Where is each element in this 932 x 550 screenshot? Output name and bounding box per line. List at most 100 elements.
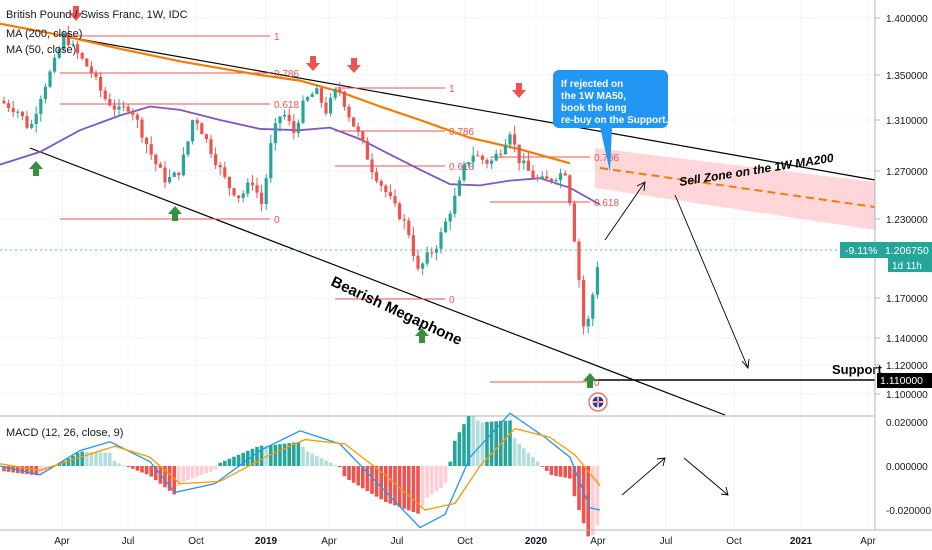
macd-hist-bar — [365, 466, 370, 492]
time-tick-label: Apr — [860, 536, 876, 547]
macd-hist-bar — [310, 453, 314, 466]
buy-arrow-icon — [415, 328, 429, 343]
macd-hist-bar — [535, 461, 540, 466]
candle-body — [494, 153, 498, 161]
ma50-legend[interactable]: MA (50, close) — [6, 44, 76, 56]
macd-hist-bar — [333, 464, 337, 466]
macd-hist-bar — [471, 416, 475, 466]
price-tick-label: 1.170000 — [886, 294, 928, 305]
candle-body — [467, 162, 471, 165]
macd-hist-bar — [338, 466, 342, 468]
macd-tick-label: 0.020000 — [886, 418, 928, 429]
macd-arrow-down — [683, 457, 729, 496]
time-tick-label: Oct — [188, 536, 204, 547]
candle-body — [352, 117, 356, 127]
time-axis[interactable]: Apr Jul Oct 2019 Apr Jul Oct 2020 Apr Jul Oct 2021 A… — [54, 536, 876, 547]
fib-level-label: 0 — [594, 378, 600, 389]
price-tick-label: 1.270000 — [886, 167, 928, 178]
macd-hist-bar — [213, 466, 218, 470]
macd-hist-bar — [430, 466, 434, 495]
macd-hist-bar — [259, 445, 264, 466]
candle-body — [117, 106, 121, 110]
candle-body — [149, 144, 153, 155]
macd-hist-bar — [512, 438, 517, 466]
macd-hist-bar — [282, 443, 287, 466]
candle-body — [246, 182, 250, 194]
macd-hist-bar — [25, 466, 29, 475]
callout-line-4: re-buy on the Support. — [561, 115, 668, 126]
time-tick-label: 2020 — [525, 536, 548, 547]
candle-body — [112, 105, 116, 110]
macd-hist-bar — [324, 460, 328, 466]
macd-hist-bar — [448, 461, 452, 466]
macd-hist-bar — [163, 466, 167, 488]
candle-body — [140, 119, 144, 138]
candle-body — [158, 164, 162, 168]
candle-body — [103, 90, 107, 100]
candle-body — [2, 100, 6, 104]
candle-body — [250, 182, 254, 186]
candle-body — [448, 213, 452, 222]
macd-hist-bar — [522, 448, 526, 466]
fib-level-label: 0.786 — [449, 127, 474, 138]
macd-hist-bar — [34, 466, 38, 476]
candle-body — [30, 123, 34, 128]
macd-hist-bar — [269, 445, 273, 466]
candle-body — [572, 203, 576, 242]
candle-body — [434, 248, 438, 253]
macd-hist-bar — [379, 466, 383, 500]
macd-hist-bar — [94, 452, 98, 466]
candle-body — [499, 153, 503, 155]
time-tick-label: 2021 — [790, 536, 813, 547]
candle-body — [57, 48, 61, 58]
chart-title: British Pound / Swiss Franc, 1W, IDC — [6, 9, 188, 21]
ma200-legend[interactable]: MA (200, close) — [6, 28, 82, 40]
macd-hist-bar — [540, 466, 544, 467]
macd-hist-bar — [581, 466, 586, 524]
candle-body — [163, 167, 167, 183]
projection-arrow-up-head — [636, 181, 646, 192]
candle-body — [172, 172, 176, 177]
macd-hist-bar — [223, 460, 227, 466]
support-price: 1.110000 — [880, 375, 923, 387]
candle-body — [7, 103, 11, 109]
macd-hist-bar — [121, 465, 126, 466]
candle-body — [485, 159, 489, 164]
candle-body — [39, 99, 43, 114]
candle-body — [421, 263, 425, 269]
candle-body — [416, 255, 420, 269]
macd-legend[interactable]: MACD (12, 26, close, 9) — [6, 427, 123, 439]
macd-hist-bar — [420, 466, 425, 507]
macd-arrow-up-head — [656, 457, 666, 467]
macd-hist-bar — [140, 466, 144, 473]
macd-hist-bar — [347, 466, 351, 480]
candle-body — [89, 66, 93, 73]
macd-hist-bar — [29, 466, 34, 475]
fib-level-label: 0.786 — [594, 153, 619, 164]
macd-hist-bar — [586, 466, 590, 537]
candle-body — [20, 111, 24, 117]
time-tick-label: Apr — [590, 536, 606, 547]
candle-body — [200, 123, 204, 135]
candle-body — [145, 137, 149, 145]
macd-hist-bar — [591, 466, 595, 536]
macd-hist-bar — [144, 466, 149, 475]
price-tick-label: 1.100000 — [886, 390, 928, 401]
candle-body — [333, 89, 337, 98]
macd-axis[interactable]: 0.020000 0.000000 -0.020000 — [886, 418, 931, 517]
candle-body — [181, 154, 185, 176]
candle-body — [545, 176, 549, 179]
macd-hist-bar — [89, 452, 94, 466]
candle-body — [287, 114, 291, 122]
macd-hist-bar — [563, 466, 567, 478]
macd-hist-bar — [177, 466, 181, 486]
candle-body — [223, 167, 227, 177]
price-axis[interactable]: 1.400000 1.350000 1.310000 1.270000 1.230000… — [875, 14, 928, 401]
macd-hist-bar — [296, 441, 301, 466]
macd-hist-bar — [131, 466, 135, 469]
macd-hist-bar — [361, 466, 365, 489]
candle-body — [338, 89, 342, 92]
candle-body — [375, 172, 379, 181]
price-tick-label: 1.310000 — [886, 116, 928, 127]
